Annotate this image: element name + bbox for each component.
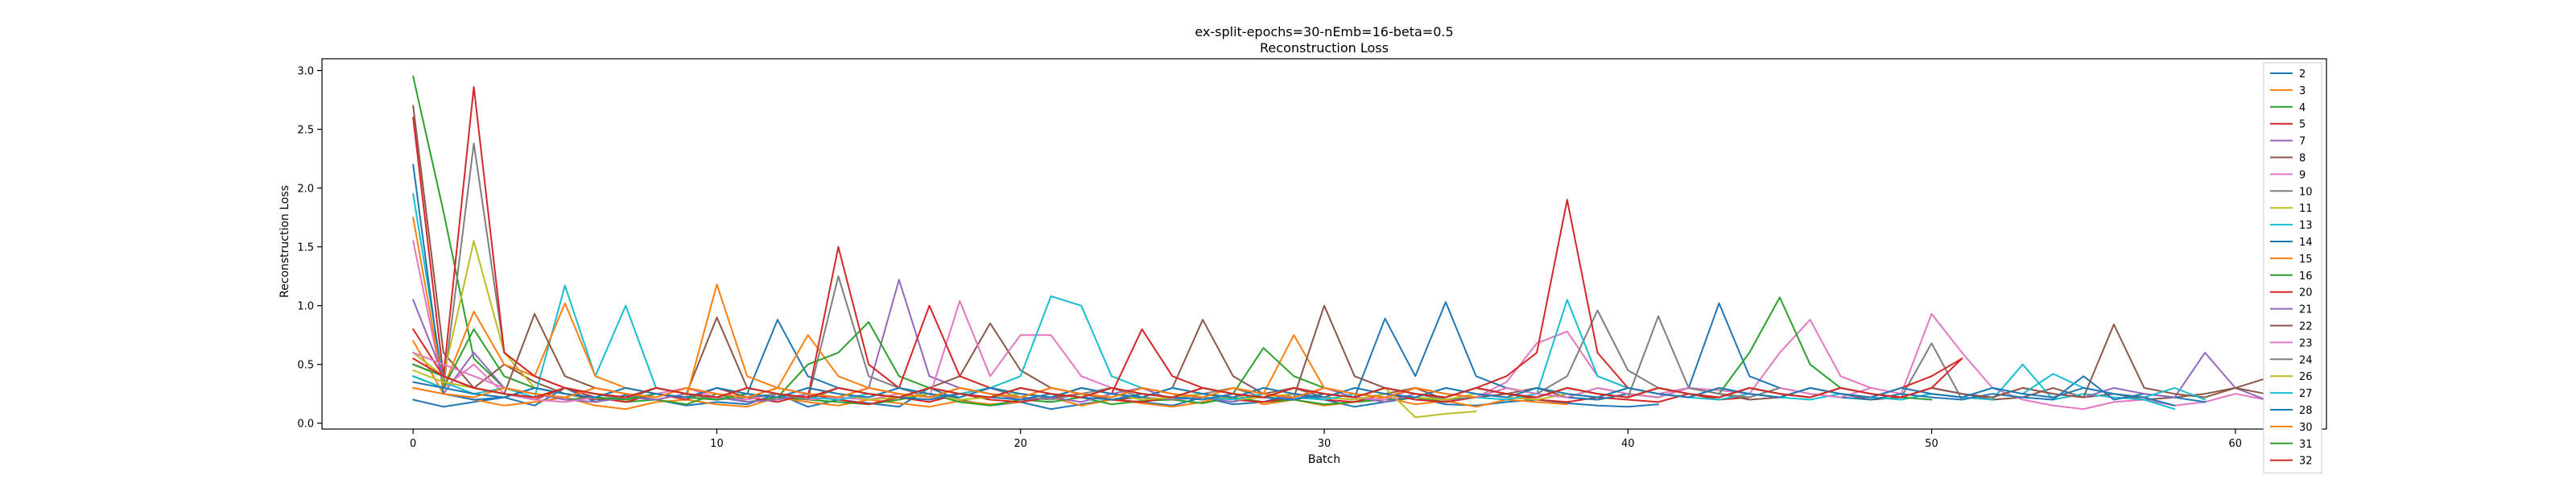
x-axis-label: Batch <box>1308 453 1340 466</box>
series-line-32 <box>412 357 1963 398</box>
x-tick-label: 20 <box>1013 438 1027 450</box>
legend-label-16: 16 <box>2299 270 2313 283</box>
series-lines <box>412 75 2297 419</box>
series-line-21 <box>412 299 2267 401</box>
y-tick-label: 0.5 <box>297 360 314 372</box>
legend-label-3: 3 <box>2299 85 2306 97</box>
x-tick-label: 60 <box>2229 438 2243 450</box>
legend-label-9: 9 <box>2299 169 2306 181</box>
legend-label-14: 14 <box>2299 237 2313 249</box>
legend-label-5: 5 <box>2299 119 2306 131</box>
legend-label-7: 7 <box>2299 136 2306 148</box>
legend-label-15: 15 <box>2299 254 2313 266</box>
chart-title-line-1: ex-split-epochs=30-nEmb=16-beta=0.5 <box>1195 24 1453 39</box>
y-tick-label: 2.0 <box>297 184 314 196</box>
legend-box <box>2263 62 2322 474</box>
series-line-4 <box>412 75 1447 407</box>
legend-label-11: 11 <box>2299 203 2313 215</box>
legend-label-4: 4 <box>2299 102 2306 114</box>
x-tick-label: 30 <box>1318 438 1331 450</box>
legend-label-26: 26 <box>2299 371 2313 383</box>
series-line-30 <box>412 386 1477 398</box>
legend-label-10: 10 <box>2299 186 2313 198</box>
y-tick-label: 0.0 <box>297 419 314 431</box>
legend-label-20: 20 <box>2299 287 2313 299</box>
y-tick-label: 3.0 <box>297 66 314 78</box>
legend-label-2: 2 <box>2299 68 2306 80</box>
legend-label-28: 28 <box>2299 405 2313 417</box>
x-tick-label: 10 <box>710 438 724 450</box>
y-axis-ticks: 0.0 0.5 1.0 1.5 2.0 2.5 3.0 <box>297 66 322 431</box>
legend-label-22: 22 <box>2299 321 2313 333</box>
series-line-5 <box>412 117 1751 406</box>
y-tick-label: 1.0 <box>297 301 314 313</box>
legend-label-24: 24 <box>2299 354 2313 366</box>
series-line-14 <box>412 163 2207 403</box>
legend-label-23: 23 <box>2299 337 2313 349</box>
x-tick-label: 40 <box>1621 438 1635 450</box>
legend-label-31: 31 <box>2299 439 2313 451</box>
x-axis-ticks: 0 10 20 30 40 50 60 <box>410 429 2242 450</box>
legend-label-13: 13 <box>2299 220 2313 232</box>
y-axis-label: Reconstruction Loss <box>279 185 291 298</box>
legend-label-32: 32 <box>2299 456 2313 468</box>
legend-label-8: 8 <box>2299 153 2306 165</box>
legend-label-21: 21 <box>2299 304 2313 316</box>
plot-frame <box>321 58 2327 430</box>
legend-label-27: 27 <box>2299 388 2313 400</box>
chart-title-line-2: Reconstruction Loss <box>1260 40 1389 56</box>
series-line-20 <box>412 86 1963 398</box>
y-tick-label: 2.5 <box>297 125 314 137</box>
x-tick-label: 0 <box>410 438 416 450</box>
legend: 2345789101113141516202122232426272830313… <box>2263 62 2322 474</box>
x-tick-label: 50 <box>1925 438 1938 450</box>
y-tick-label: 1.5 <box>297 242 314 254</box>
legend-label-30: 30 <box>2299 422 2313 434</box>
